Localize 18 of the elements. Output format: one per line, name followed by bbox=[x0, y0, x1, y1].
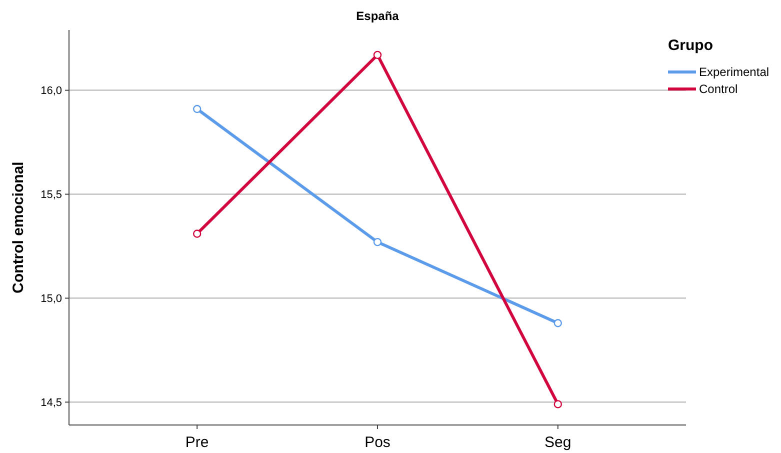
x-tick-label: Pre bbox=[185, 434, 209, 451]
point bbox=[554, 319, 562, 328]
legend-title: Grupo bbox=[668, 37, 713, 54]
y-tick-label: 15,5 bbox=[40, 189, 62, 202]
chart-title: España bbox=[356, 9, 400, 23]
point bbox=[373, 238, 382, 246]
x-tick-label: Seg bbox=[544, 434, 572, 451]
point bbox=[554, 400, 562, 408]
y-axis-title: Control emocional bbox=[10, 162, 27, 294]
y-tick-label: 15,0 bbox=[40, 293, 62, 306]
point bbox=[192, 230, 202, 238]
y-tick-label: 14,5 bbox=[40, 396, 62, 409]
point bbox=[373, 50, 382, 60]
point bbox=[192, 104, 202, 114]
y-tick-label: 16,0 bbox=[40, 85, 62, 98]
x-tick-label: Pos bbox=[364, 434, 390, 451]
legend-label: Experimental bbox=[699, 65, 770, 80]
legend-label: Control bbox=[699, 82, 738, 96]
